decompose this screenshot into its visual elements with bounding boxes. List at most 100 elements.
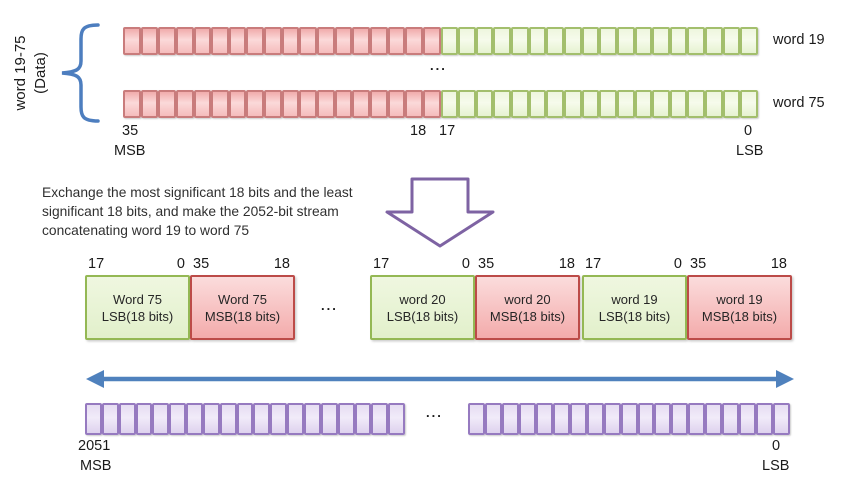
word19-msb-cells (123, 27, 441, 55)
stream-ellipsis: ... (426, 405, 443, 420)
bit-cell (586, 403, 604, 435)
bit-cell (352, 27, 370, 55)
bit-cell (620, 403, 638, 435)
bit-index-right: 18 (558, 256, 575, 272)
bit-cell (320, 403, 338, 435)
segment-title: word 19 (716, 291, 763, 307)
lsb-label: LSB (736, 143, 764, 159)
segment-subtitle: MSB(18 bits) (489, 308, 566, 324)
bit-cell (440, 90, 459, 118)
bit-index-right: 18 (770, 256, 787, 272)
description-line3: concatenating word 19 to word 75 (42, 223, 250, 238)
bit-cell (654, 403, 672, 435)
bit-index-left: 17 (88, 256, 105, 272)
bit-cell (634, 27, 653, 55)
bit-cell (440, 27, 459, 55)
bit-cell (85, 403, 102, 435)
bit-cell (158, 27, 176, 55)
description-line1: Exchange the most significant 18 bits an… (42, 185, 353, 200)
bit-cell (616, 90, 635, 118)
word20-msb-box: 35 18 word 20 MSB(18 bits) (475, 256, 580, 340)
bit-cell (581, 27, 600, 55)
segment-title: Word 75 (218, 291, 267, 307)
bit-cell (563, 27, 582, 55)
bit-cell (211, 27, 229, 55)
bit-cell (193, 27, 212, 55)
bit-index-17: 17 (439, 123, 456, 139)
bit-cell (228, 27, 247, 55)
bit-cell (422, 90, 441, 118)
bit-cell (518, 403, 536, 435)
bit-cell (281, 90, 300, 118)
bit-cell (369, 90, 388, 118)
bit-cell (484, 403, 502, 435)
bit-cell (118, 403, 136, 435)
word19-bit-row (123, 27, 759, 55)
bit-cell (722, 90, 741, 118)
word19-msb-box: 35 18 word 19 MSB(18 bits) (687, 256, 792, 340)
stream-extent-arrow-icon (86, 370, 794, 388)
bit-cell (246, 90, 265, 118)
bit-cell (599, 90, 617, 118)
bit-cell (493, 90, 512, 118)
bit-cell (458, 27, 476, 55)
data-words-label-line2: (Data) (32, 52, 49, 94)
stream-bits-right (468, 403, 791, 435)
bit-cell (158, 90, 176, 118)
bit-index-left: 35 (690, 256, 707, 272)
bit-cell (211, 90, 229, 118)
bit-cell (468, 403, 485, 435)
bit-cell (603, 403, 621, 435)
bit-index-35: 35 (122, 123, 139, 139)
bit-cell (281, 27, 300, 55)
bit-cell (140, 27, 159, 55)
bit-cell (317, 90, 335, 118)
bit-index-right: 0 (673, 256, 682, 272)
bit-cell (616, 27, 635, 55)
bit-cell (371, 403, 389, 435)
bit-cell (687, 27, 706, 55)
bit-cell (756, 403, 774, 435)
bit-cell (669, 90, 688, 118)
word19-row-label: word 19 (773, 32, 825, 48)
bit-cell (637, 403, 655, 435)
bit-cell (669, 27, 688, 55)
bit-cell (552, 403, 570, 435)
msb-label: MSB (114, 143, 146, 159)
bit-cell (458, 90, 476, 118)
bit-cell (186, 403, 203, 435)
bit-cell (264, 27, 282, 55)
bit-index-left: 17 (585, 256, 602, 272)
bit-cell (773, 403, 791, 435)
bit-cell (219, 403, 237, 435)
data-words-label: word 19-75 (Data) (11, 12, 55, 134)
segment-subtitle: LSB(18 bits) (101, 308, 174, 324)
bit-cell (270, 403, 288, 435)
stream-msb-label: MSB (80, 458, 112, 474)
segment-subtitle: MSB(18 bits) (701, 308, 778, 324)
bit-cell (193, 90, 212, 118)
bit-cell (569, 403, 587, 435)
bit-cell (501, 403, 519, 435)
bit-cell (475, 90, 494, 118)
bit-cell (511, 27, 529, 55)
word19-lsb-box: 17 0 word 19 LSB(18 bits) (582, 256, 687, 340)
bit-cell (688, 403, 706, 435)
bit-cell (123, 27, 141, 55)
word75-lsb-box: 17 0 Word 75 LSB(18 bits) (85, 256, 190, 340)
bit-cell (369, 27, 388, 55)
bit-cell (388, 403, 406, 435)
stream-bits-left (85, 403, 406, 435)
bit-cell (169, 403, 187, 435)
bit-index-18: 18 (410, 123, 427, 139)
bit-cell (246, 27, 265, 55)
bit-index-right: 0 (176, 256, 185, 272)
bit-cell (123, 90, 141, 118)
segment-subtitle: LSB(18 bits) (598, 308, 671, 324)
segment-subtitle: LSB(18 bits) (386, 308, 459, 324)
bit-cell (511, 90, 529, 118)
bit-index-0: 0 (744, 123, 753, 139)
bit-cell (299, 90, 318, 118)
bit-cell (546, 27, 564, 55)
